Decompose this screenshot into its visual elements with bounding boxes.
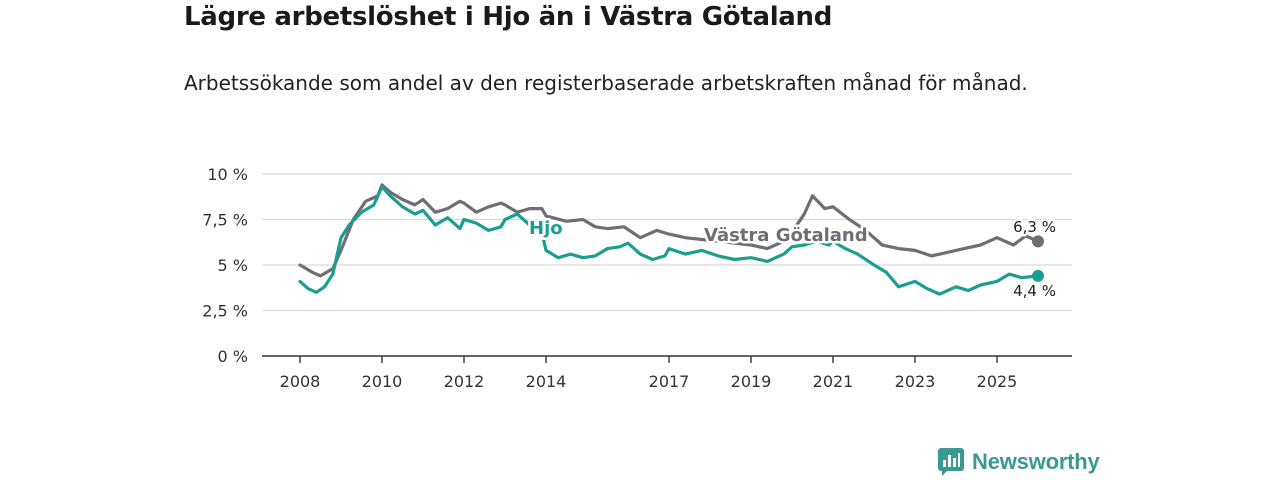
y-tick-label: 5 %	[218, 256, 248, 275]
x-tick-label: 2010	[362, 372, 403, 391]
newsworthy-logo[interactable]: Newsworthy	[938, 448, 1100, 476]
x-tick-label: 2019	[731, 372, 772, 391]
series-line-hjo	[298, 185, 1040, 296]
brand-name: Newsworthy	[972, 449, 1100, 474]
end-point-hjo	[1032, 269, 1044, 282]
x-tick-label: 2012	[444, 372, 485, 391]
y-tick-label: 7,5 %	[202, 211, 248, 230]
x-tick-label: 2023	[895, 372, 936, 391]
x-axis: 2008 2010 2012 2014 2017 2019 2021 2023 2025	[262, 355, 1072, 391]
x-tick-label: 2017	[649, 372, 690, 391]
y-tick-label: 10 %	[207, 165, 248, 184]
series-lines	[298, 183, 1044, 296]
series-label-vastra-gotaland: Västra Götaland	[704, 225, 868, 246]
line-chart: 0 % 2,5 % 5 % 7,5 % 10 % 2008 2010 2012 2014 201…	[202, 165, 1072, 391]
x-tick-label: 2008	[280, 372, 321, 391]
series-labels: Västra Götaland Hjo 6,3 % 4,4 %	[527, 216, 1059, 303]
y-axis-tick-labels: 0 % 2,5 % 5 % 7,5 % 10 %	[202, 165, 248, 366]
x-tick-label: 2021	[813, 372, 854, 391]
series-label-hjo: Hjo	[529, 218, 563, 239]
end-value-label-hjo: 4,4 %	[1013, 282, 1056, 300]
x-tick-label: 2014	[526, 372, 567, 391]
end-value-label-vastra-gotaland: 6,3 %	[1013, 218, 1056, 236]
y-tick-label: 0 %	[218, 347, 248, 366]
grid-lines	[262, 173, 1072, 312]
newsworthy-icon	[938, 448, 964, 476]
series-line-v-stra-g-taland	[298, 183, 1040, 278]
end-point-v-stra-g-taland	[1032, 235, 1044, 248]
chart-title: Lägre arbetslöshet i Hjo än i Västra Göt…	[184, 2, 833, 32]
y-tick-label: 2,5 %	[202, 302, 248, 321]
chart-subtitle: Arbetssökande som andel av den registerb…	[184, 71, 1028, 95]
x-tick-label: 2025	[977, 372, 1018, 391]
